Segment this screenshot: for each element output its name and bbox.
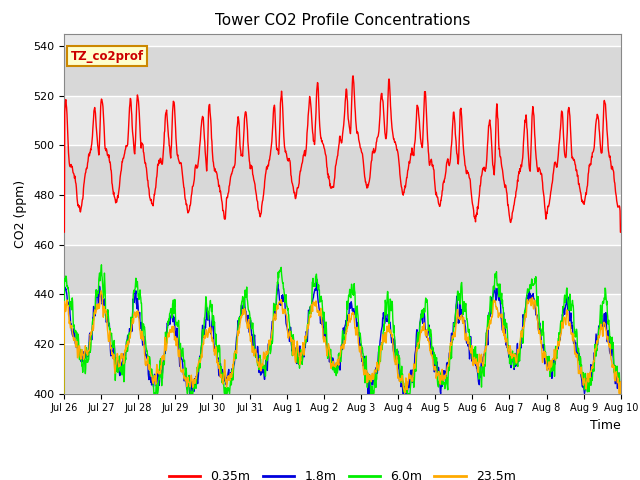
Title: Tower CO2 Profile Concentrations: Tower CO2 Profile Concentrations bbox=[214, 13, 470, 28]
Bar bbox=[64, 245, 621, 294]
Y-axis label: CO2 (ppm): CO2 (ppm) bbox=[15, 180, 28, 248]
X-axis label: Time: Time bbox=[590, 419, 621, 432]
Legend: 0.35m, 1.8m, 6.0m, 23.5m: 0.35m, 1.8m, 6.0m, 23.5m bbox=[164, 465, 520, 480]
Bar bbox=[64, 145, 621, 195]
Bar bbox=[64, 195, 621, 245]
Bar bbox=[64, 344, 621, 394]
Bar bbox=[64, 294, 621, 344]
Bar bbox=[64, 46, 621, 96]
Text: TZ_co2prof: TZ_co2prof bbox=[70, 50, 144, 63]
Bar bbox=[64, 96, 621, 145]
